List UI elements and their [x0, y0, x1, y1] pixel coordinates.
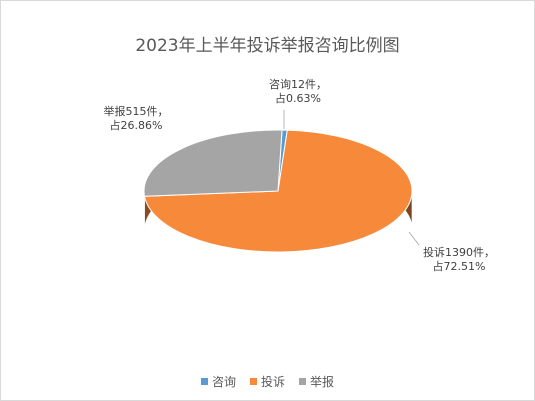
data-label-投诉: 投诉1390件，占72.51%: [423, 245, 495, 273]
legend-item-report: 举报: [299, 373, 334, 390]
leader-line: [408, 231, 420, 246]
legend-swatch: [249, 378, 257, 385]
legend-item-consult: 咨询: [200, 373, 236, 390]
data-label-咨询: 咨询12件，占0.63%: [269, 77, 327, 105]
data-label-举报: 举报515件，占26.86%: [104, 104, 169, 132]
legend-label: 投诉: [260, 375, 285, 389]
legend-label: 咨询: [211, 375, 236, 389]
legend-swatch: [299, 378, 306, 385]
chart-title: 2023年上半年投诉举报咨询比例图: [135, 36, 400, 56]
legend: 咨询 投诉 举报: [1, 373, 534, 390]
legend-item-complaint: 投诉: [249, 373, 285, 390]
legend-swatch: [200, 378, 208, 385]
pie-slice-举报: [143, 129, 283, 197]
legend-label: 举报: [310, 375, 335, 389]
